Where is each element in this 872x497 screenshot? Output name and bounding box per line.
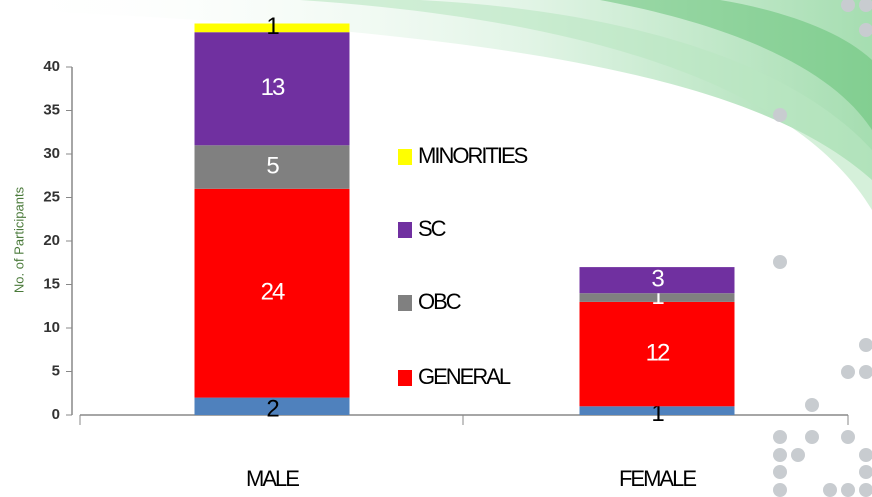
bar-segment bbox=[579, 293, 735, 302]
bar-segment bbox=[194, 397, 350, 415]
legend-swatch bbox=[398, 295, 412, 311]
y-axis-label: No. of Participants bbox=[11, 186, 26, 293]
bar-segment bbox=[579, 301, 735, 407]
y-tick-label: 30 bbox=[43, 145, 60, 162]
legend-label: GENERAL bbox=[418, 364, 511, 389]
bar-segment bbox=[579, 267, 735, 294]
x-tick-label: FEMALE bbox=[619, 466, 696, 491]
y-tick-label: 15 bbox=[43, 275, 60, 292]
data-label: 24 bbox=[261, 279, 285, 306]
legend-label: SC bbox=[418, 216, 447, 241]
legend-swatch bbox=[398, 222, 412, 238]
y-tick-label: 0 bbox=[52, 406, 60, 423]
data-label: 1 bbox=[266, 13, 279, 40]
bar-segment bbox=[194, 32, 350, 146]
bar-segment bbox=[579, 406, 735, 415]
y-tick-label: 5 bbox=[52, 362, 60, 379]
bar-segment bbox=[194, 188, 350, 398]
data-label: 12 bbox=[646, 339, 670, 366]
y-tick-label: 40 bbox=[43, 58, 60, 75]
legend-swatch bbox=[398, 370, 412, 386]
y-tick-label: 25 bbox=[43, 188, 60, 205]
legend-swatch bbox=[398, 149, 412, 165]
legend-label: MINORITIES bbox=[418, 143, 528, 168]
data-label: 13 bbox=[261, 74, 285, 101]
y-tick-label: 20 bbox=[43, 232, 60, 249]
data-label: 1 bbox=[651, 400, 664, 427]
x-tick-label: MALE bbox=[246, 466, 299, 491]
data-label: 5 bbox=[266, 152, 279, 179]
bar-segment bbox=[194, 145, 350, 189]
y-tick-label: 35 bbox=[43, 101, 60, 118]
y-tick-label: 10 bbox=[43, 319, 60, 336]
bar-segment bbox=[194, 23, 350, 33]
data-label: 3 bbox=[651, 265, 664, 292]
data-label: 2 bbox=[266, 396, 279, 423]
legend-label: OBC bbox=[418, 289, 462, 314]
